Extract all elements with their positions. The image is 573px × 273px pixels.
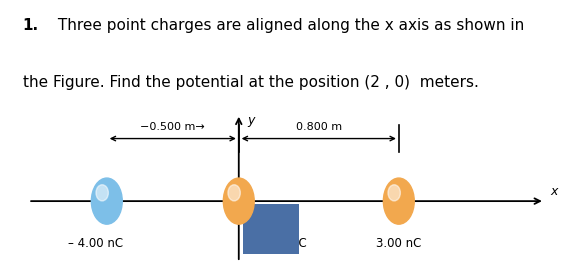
Text: nC: nC: [292, 237, 308, 250]
Ellipse shape: [388, 185, 401, 201]
Ellipse shape: [223, 178, 254, 224]
Text: 0.800 m: 0.800 m: [296, 122, 342, 132]
Text: Three point charges are aligned along the x axis as shown in: Three point charges are aligned along th…: [53, 18, 525, 33]
Text: 1.: 1.: [22, 18, 39, 33]
Text: −0.500 m→: −0.500 m→: [140, 122, 205, 132]
Bar: [243, 204, 299, 254]
Text: 3.00 nC: 3.00 nC: [376, 237, 422, 250]
Text: – 4.00 nC: – 4.00 nC: [68, 237, 123, 250]
Text: x: x: [551, 185, 558, 198]
Ellipse shape: [96, 185, 108, 201]
Text: y: y: [247, 114, 254, 127]
Ellipse shape: [228, 185, 240, 201]
Ellipse shape: [383, 178, 414, 224]
Text: the Figure. Find the potential at the position (2 , 0)  meters.: the Figure. Find the potential at the po…: [22, 75, 478, 90]
Ellipse shape: [91, 178, 122, 224]
